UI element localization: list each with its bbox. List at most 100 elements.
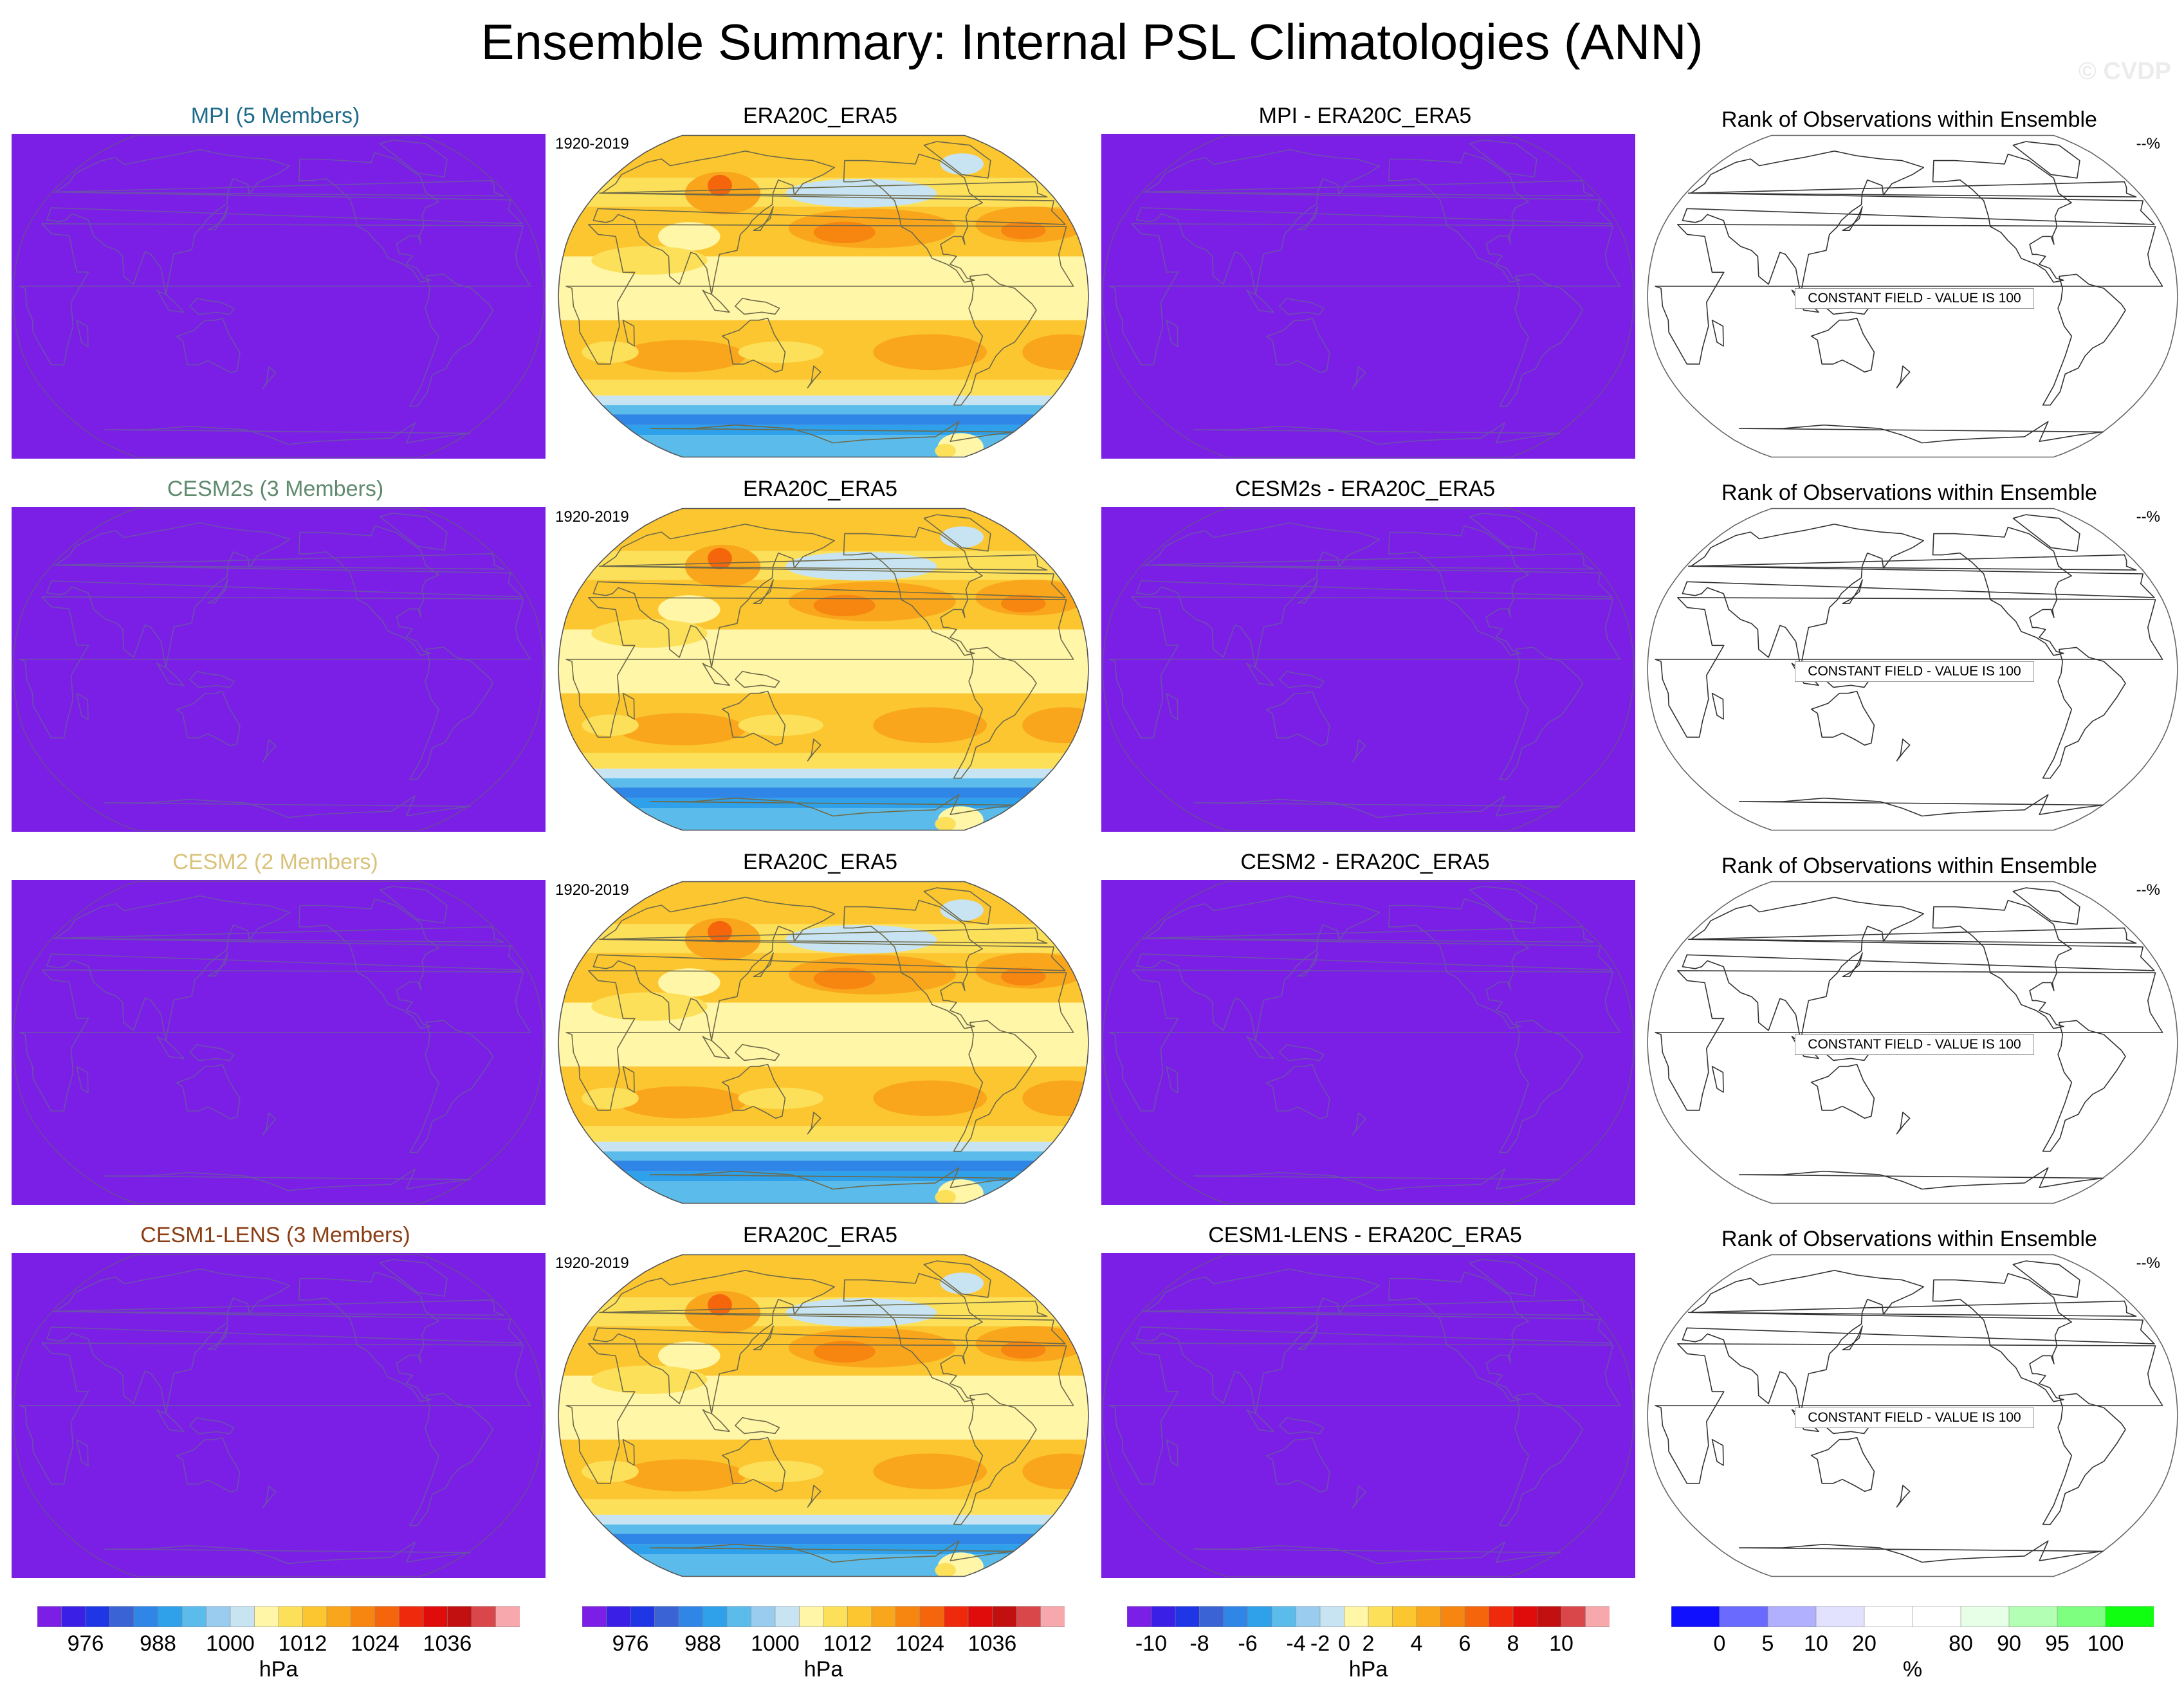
map-outline: [558, 134, 1089, 458]
colorbar-box: [992, 1606, 1017, 1627]
rank-percent-label: --%: [2136, 1254, 2160, 1272]
colorbar-box: [1512, 1606, 1538, 1627]
colorbar-box: [1247, 1606, 1272, 1627]
map-outline: [12, 508, 545, 831]
constant-field-label: CONSTANT FIELD - VALUE IS 100: [1795, 661, 2034, 682]
colorbar-unit-label: hPa: [803, 1657, 843, 1682]
colorbar-box: [1671, 1606, 1720, 1627]
map-outline: [1102, 508, 1635, 831]
colorbar-tick-label: -4: [1286, 1631, 1306, 1656]
colorbar-tick-label: 2: [1362, 1631, 1375, 1656]
coastlines: [1108, 139, 1621, 445]
diff-panel-title: CESM2 - ERA20C_ERA5: [1240, 850, 1490, 874]
colorbar-box: [85, 1606, 111, 1627]
map-outline: [1102, 1254, 1635, 1577]
colorbar-box: [374, 1606, 400, 1627]
colorbar-tick-label: 976: [67, 1631, 104, 1656]
colorbar-box: [1016, 1606, 1042, 1627]
colorbar-tick-label: 5: [1761, 1631, 1774, 1656]
colorbar-tick-label: 1024: [895, 1631, 944, 1656]
obs-map-panel: [556, 134, 1090, 459]
colorbar-box: [726, 1606, 752, 1627]
model-map-fill: [12, 134, 546, 459]
colorbar-tick-label: 0: [1338, 1631, 1350, 1656]
map-outline: [12, 881, 545, 1204]
colorbar-box: [968, 1606, 993, 1627]
colorbar-tick-label: 100: [2087, 1631, 2124, 1656]
coastlines: [1655, 514, 2163, 817]
colorbar-box: [1440, 1606, 1465, 1627]
colorbar-tick-label: 10: [1804, 1631, 1828, 1656]
colorbar-box: [2057, 1606, 2106, 1627]
psl-field: [558, 135, 1088, 457]
colorbar-box: [1815, 1606, 1865, 1627]
diff-map-fill: [1101, 880, 1635, 1205]
colorbar-box: [1344, 1606, 1369, 1627]
colorbar-tick-label: -2: [1310, 1631, 1330, 1656]
colorbar-box: [302, 1606, 327, 1627]
constant-field-label: CONSTANT FIELD - VALUE IS 100: [1795, 1034, 2034, 1055]
colorbar-tick-label: 90: [1997, 1631, 2021, 1656]
map-outline: [12, 1254, 545, 1577]
colorbar-box: [1767, 1606, 1817, 1627]
model-map-panel: [12, 1253, 546, 1578]
colorbar-tick-label: 1000: [206, 1631, 255, 1656]
colorbar-box: [702, 1606, 728, 1627]
rank-panel-title: Rank of Observations within Ensemble: [1721, 481, 2097, 505]
colorbar-box: [1199, 1606, 1224, 1627]
obs-period-label: 1920-2019: [555, 1254, 629, 1272]
colorbar-box: [471, 1606, 497, 1627]
obs-map-panel: [556, 507, 1090, 832]
colorbar-box: [1464, 1606, 1490, 1627]
psl-field: [558, 508, 1088, 830]
colorbar-box: [606, 1606, 631, 1627]
colorbar-box: [1960, 1606, 2010, 1627]
coastlines: [19, 885, 531, 1191]
diff-panel-title: MPI - ERA20C_ERA5: [1258, 104, 1472, 128]
colorbar-box: [751, 1606, 776, 1627]
rank-colorbar: [1671, 1606, 2154, 1627]
colorbar-tick-label: 988: [684, 1631, 721, 1656]
coastlines: [19, 139, 531, 445]
model-map-panel: [12, 880, 546, 1205]
colorbar-unit-label: %: [1902, 1657, 1923, 1682]
colorbar-box: [944, 1606, 969, 1627]
colorbar-box: [447, 1606, 472, 1627]
colorbar-tick-label: 6: [1458, 1631, 1471, 1656]
colorbar-box: [1127, 1606, 1152, 1627]
colorbar-box: [399, 1606, 424, 1627]
colorbar-box: [1040, 1606, 1065, 1627]
colorbar-box: [2008, 1606, 2058, 1627]
colorbar-box: [895, 1606, 921, 1627]
colorbar-box: [678, 1606, 704, 1627]
colorbar-box: [181, 1606, 207, 1627]
colorbar-box: [1151, 1606, 1176, 1627]
coastlines: [565, 514, 1074, 817]
colorbar-tick-label: 8: [1507, 1631, 1519, 1656]
colorbar-box: [1864, 1606, 1913, 1627]
colorbar-box: [278, 1606, 304, 1627]
model-map-fill: [12, 507, 546, 832]
model-psl-colorbar: [37, 1606, 520, 1627]
colorbar-box: [1537, 1606, 1562, 1627]
colorbar-box: [799, 1606, 824, 1627]
colorbar-tick-label: 4: [1410, 1631, 1423, 1656]
coastlines: [565, 887, 1074, 1190]
diff-panel-title: CESM2s - ERA20C_ERA5: [1234, 477, 1496, 501]
colorbar-box: [326, 1606, 352, 1627]
colorbar-tick-label: 95: [2045, 1631, 2069, 1656]
cvdp-watermark: © CVDP: [2078, 58, 2171, 85]
model-map-panel: [12, 507, 546, 832]
map-outline: [558, 1254, 1089, 1577]
obs-panel-title: ERA20C_ERA5: [742, 104, 897, 128]
colorbar-tick-label: 20: [1852, 1631, 1877, 1656]
map-outline: [1102, 881, 1635, 1204]
colorbar-tick-label: 1000: [751, 1631, 800, 1656]
rank-panel-title: Rank of Observations within Ensemble: [1721, 854, 2097, 878]
rank-percent-label: --%: [2136, 508, 2160, 526]
colorbar-box: [230, 1606, 255, 1627]
colorbar-box: [2105, 1606, 2154, 1627]
psl-field: [558, 881, 1088, 1204]
colorbar-box: [37, 1606, 62, 1627]
colorbar-tick-label: 1036: [423, 1631, 472, 1656]
